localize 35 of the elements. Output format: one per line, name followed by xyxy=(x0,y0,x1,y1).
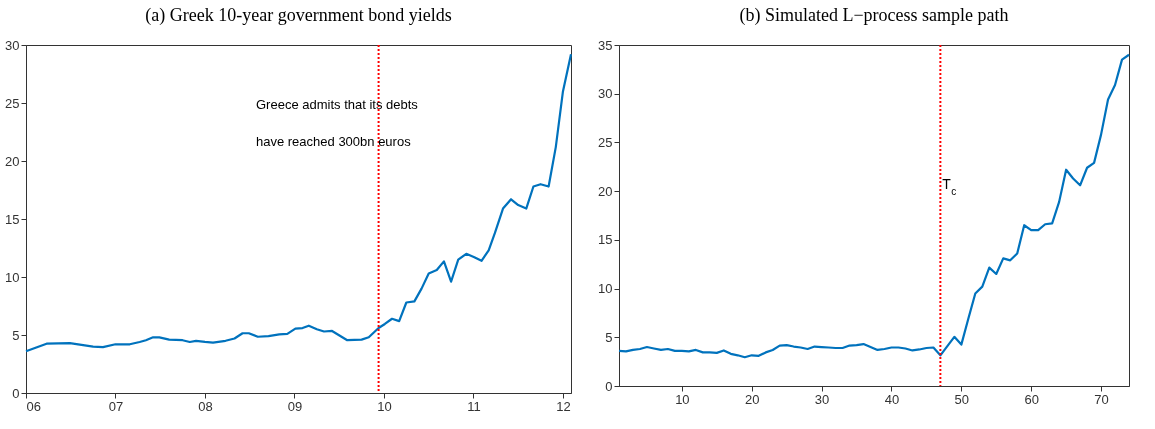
line-series xyxy=(617,53,1131,359)
chart-title: (a) Greek 10-year government bond yields xyxy=(145,5,452,26)
chart-title: (b) Simulated L−process sample path xyxy=(739,5,1009,26)
x-tick-label: 30 xyxy=(814,391,830,407)
y-tick-label: 30 xyxy=(5,37,20,53)
y-tick-label: 10 xyxy=(598,281,613,297)
x-tick-label: 60 xyxy=(1024,391,1039,407)
y-tick-label: 25 xyxy=(5,95,20,111)
x-tick-label: 20 xyxy=(745,391,760,407)
line-series xyxy=(24,53,573,353)
y-tick-label: 25 xyxy=(598,134,613,150)
x-tick-label: 12 xyxy=(556,398,571,414)
y-tick-label: 15 xyxy=(5,211,20,227)
x-tick-label: 70 xyxy=(1094,391,1109,407)
y-tick-label: 15 xyxy=(598,232,613,248)
y-tick-label: 5 xyxy=(605,329,613,345)
x-tick-label: 40 xyxy=(884,391,900,407)
x-tick-label: 10 xyxy=(675,391,690,407)
y-tick-label: 35 xyxy=(598,37,613,53)
y-tick-label: 10 xyxy=(5,269,20,285)
y-tick-label: 20 xyxy=(5,153,20,169)
x-tick-label: 09 xyxy=(287,398,303,414)
annotation: Greece admits that its debts xyxy=(255,97,419,112)
y-tick-label: 0 xyxy=(12,385,20,401)
x-tick-label: 06 xyxy=(26,398,41,414)
x-tick-label: 11 xyxy=(467,398,481,414)
x-tick-label: 07 xyxy=(108,398,124,414)
y-tick-label: 0 xyxy=(605,378,613,394)
annotation: have reached 300bn euros xyxy=(255,134,412,149)
y-tick-label: 5 xyxy=(12,327,20,343)
x-tick-label: 10 xyxy=(377,398,392,414)
x-tick-label: 50 xyxy=(954,391,970,407)
x-tick-label: 08 xyxy=(198,398,213,414)
y-tick-label: 30 xyxy=(598,86,613,102)
y-tick-label: 20 xyxy=(598,183,613,199)
